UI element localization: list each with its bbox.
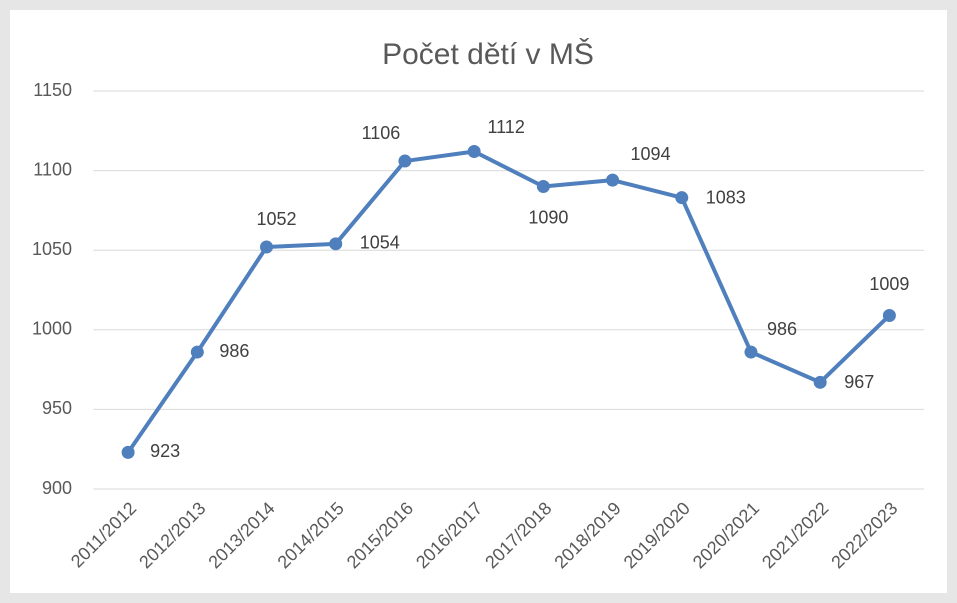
point [744, 345, 758, 359]
point [260, 240, 274, 254]
data-label: 1106 [362, 123, 401, 143]
data-label: 986 [767, 319, 797, 339]
y-tick-label: 900 [42, 478, 72, 498]
point [882, 308, 896, 322]
line [126, 149, 891, 454]
data-label: 967 [844, 372, 874, 392]
point [606, 173, 620, 187]
y-tick-label: 950 [42, 398, 72, 418]
data-label: 1090 [528, 207, 568, 227]
y-tick-label: 1150 [33, 80, 72, 100]
y-tick-label: 1050 [32, 239, 72, 259]
data-label: 1112 [487, 117, 524, 137]
data-label: 1054 [360, 233, 400, 253]
point [190, 345, 204, 359]
data-label: 1052 [256, 209, 296, 229]
point [121, 445, 135, 459]
data-label: 1094 [631, 144, 671, 164]
data-label: 1009 [869, 274, 909, 294]
chart-title: Počet dětí v MŠ [382, 37, 594, 71]
data-label: 986 [219, 341, 249, 361]
y-tick-label: 1100 [33, 159, 72, 179]
point [467, 144, 481, 158]
y-tick-label: 1000 [32, 319, 72, 339]
data-label: 923 [150, 441, 180, 461]
point [329, 237, 343, 251]
data-label: 1083 [706, 187, 746, 207]
point [398, 154, 412, 168]
point [813, 375, 827, 389]
chart-background [10, 10, 947, 593]
point [675, 191, 689, 205]
point [536, 180, 550, 194]
